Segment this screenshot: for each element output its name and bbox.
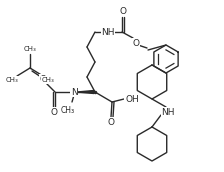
- Text: O: O: [39, 74, 47, 83]
- Text: O: O: [133, 39, 140, 47]
- Text: NH: NH: [101, 28, 115, 36]
- Polygon shape: [77, 90, 94, 94]
- Text: O: O: [108, 117, 114, 126]
- Text: CH₃: CH₃: [24, 46, 36, 52]
- Text: O: O: [119, 7, 127, 15]
- Text: CH₃: CH₃: [6, 77, 18, 83]
- Text: O: O: [50, 108, 58, 116]
- Text: NH: NH: [161, 108, 175, 116]
- Text: CH₃: CH₃: [61, 105, 75, 115]
- Text: CH₃: CH₃: [42, 77, 54, 83]
- Text: OH: OH: [125, 94, 139, 104]
- Text: N: N: [71, 88, 77, 96]
